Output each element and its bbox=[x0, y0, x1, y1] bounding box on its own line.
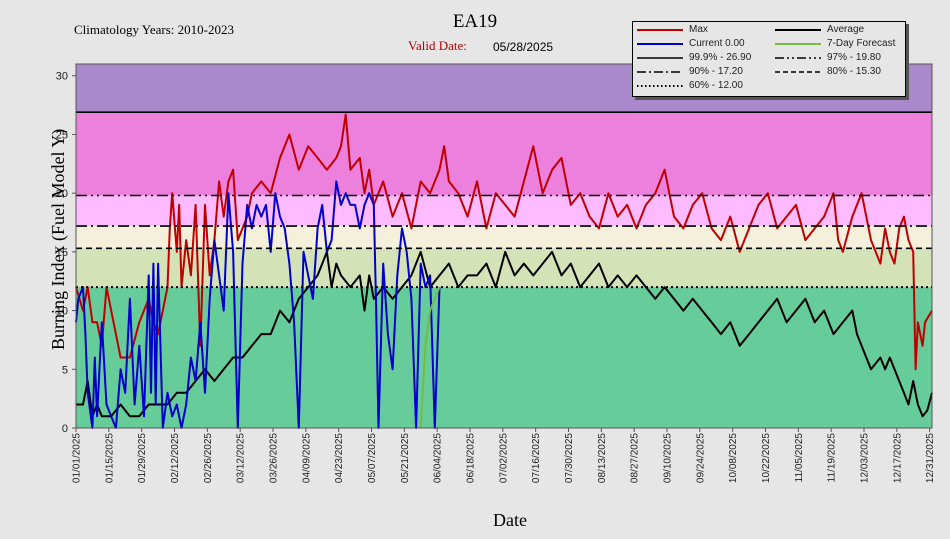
band-4 bbox=[76, 112, 932, 196]
legend-label: 97% - 19.80 bbox=[827, 52, 881, 63]
threshold-lines bbox=[76, 111, 932, 289]
valid-date-label: Valid Date: bbox=[408, 38, 467, 53]
y-tick-label: 10 bbox=[56, 306, 68, 318]
y-tick-label: 20 bbox=[56, 188, 68, 200]
band-2 bbox=[76, 226, 932, 249]
y-tick-label: 5 bbox=[62, 364, 68, 376]
x-tick-label: 03/26/2025 bbox=[269, 433, 280, 483]
y-tick-label: 25 bbox=[56, 129, 68, 141]
band-0 bbox=[76, 287, 932, 428]
legend-label: Average bbox=[827, 24, 865, 35]
legend-label: 90% - 17.20 bbox=[689, 66, 743, 77]
x-tick-label: 09/10/2025 bbox=[663, 433, 674, 483]
x-tick-label: 03/12/2025 bbox=[236, 433, 247, 483]
legend: Max Average Current 0.00 7-Day Forecast … bbox=[632, 21, 906, 97]
x-tick-label: 07/30/2025 bbox=[564, 433, 575, 483]
plot-frame bbox=[75, 63, 933, 429]
x-tick-label: 11/05/2025 bbox=[794, 433, 805, 483]
x-tick-label: 12/03/2025 bbox=[860, 433, 871, 483]
series-current bbox=[75, 180, 441, 429]
x-tick-label: 10/22/2025 bbox=[761, 433, 772, 483]
x-tick-label: 01/01/2025 bbox=[72, 433, 83, 483]
legend-label: 80% - 15.30 bbox=[827, 66, 881, 77]
x-tick-label: 11/19/2025 bbox=[827, 433, 838, 483]
chart-title: EA19 bbox=[452, 11, 498, 32]
x-tick-label: 07/02/2025 bbox=[498, 433, 509, 483]
x-tick-label: 10/08/2025 bbox=[728, 433, 739, 483]
x-tick-label: 06/04/2025 bbox=[433, 433, 444, 483]
legend-label: Max bbox=[689, 24, 708, 35]
x-tick-label: 08/13/2025 bbox=[597, 433, 608, 483]
y-axis-label: Burning Index (Fuel Model Y) bbox=[48, 128, 68, 350]
climatology-years: Climatology Years: 2010-2023 bbox=[74, 22, 234, 37]
legend-label: 7-Day Forecast bbox=[827, 38, 896, 49]
x-tick-label: 04/23/2025 bbox=[334, 433, 345, 483]
legend-label: 60% - 12.00 bbox=[689, 80, 743, 91]
x-tick-label: 02/12/2025 bbox=[170, 433, 181, 483]
x-axis-label: Date bbox=[493, 510, 527, 530]
y-tick-label: 0 bbox=[62, 423, 68, 435]
x-tick-label: 07/16/2025 bbox=[531, 433, 542, 483]
x-tick-label: 12/17/2025 bbox=[892, 433, 903, 483]
series-average bbox=[76, 250, 933, 418]
x-tick-label: 06/18/2025 bbox=[466, 433, 477, 483]
x-tick-label: 04/09/2025 bbox=[301, 433, 312, 483]
y-tick-label: 30 bbox=[56, 71, 68, 83]
x-tick-label: 12/31/2025 bbox=[925, 433, 936, 483]
series-7-day-forecast bbox=[419, 286, 441, 429]
y-tick-label: 15 bbox=[56, 247, 68, 259]
legend-label: 99.9% - 26.90 bbox=[689, 52, 752, 63]
valid-date-value: 05/28/2025 bbox=[493, 40, 554, 54]
band-3 bbox=[76, 195, 932, 227]
x-tick-label: 02/26/2025 bbox=[203, 433, 214, 483]
x-tick-label: 08/27/2025 bbox=[630, 433, 641, 483]
x-tick-label: 05/21/2025 bbox=[400, 433, 411, 483]
x-tick-label: 01/15/2025 bbox=[104, 433, 115, 483]
x-tick-label: 09/24/2025 bbox=[695, 433, 706, 483]
legend-label: Current 0.00 bbox=[689, 38, 745, 49]
series-max bbox=[75, 113, 933, 371]
axes: 0 5 10 15 20 25 30 01/01/2025 01/15/2025 01/29/20… bbox=[56, 63, 936, 483]
x-tick-label: 05/07/2025 bbox=[367, 433, 378, 483]
x-tick-label: 01/29/2025 bbox=[137, 433, 148, 483]
series-lines bbox=[75, 113, 933, 429]
